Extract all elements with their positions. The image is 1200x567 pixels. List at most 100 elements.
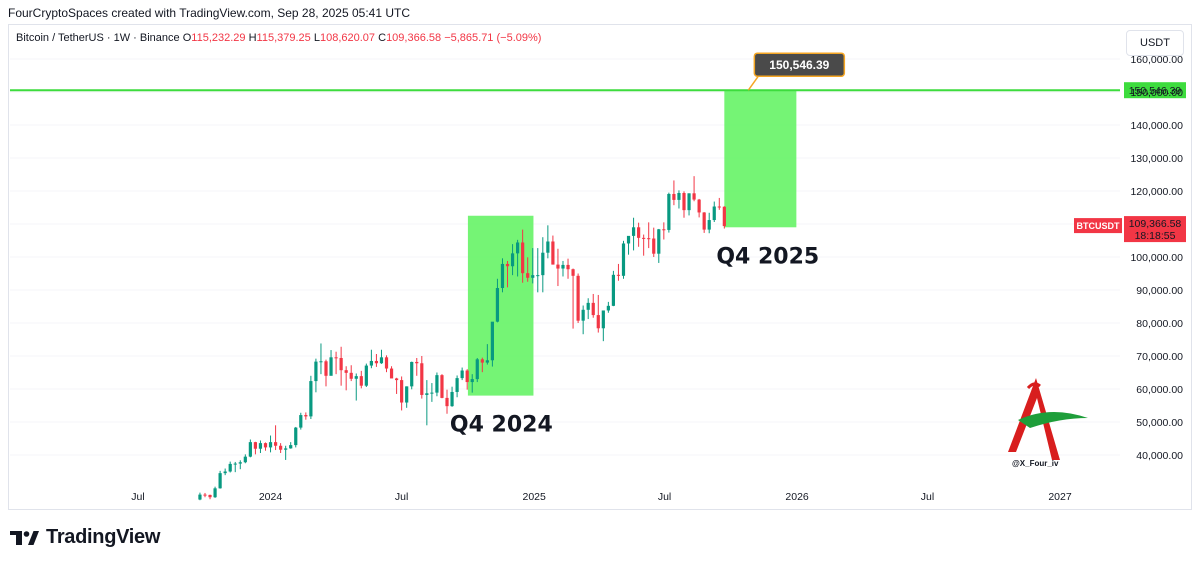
candle-body[interactable] [687, 193, 691, 211]
candle-body[interactable] [586, 302, 590, 310]
candle-body[interactable] [415, 361, 419, 364]
candle-body[interactable] [450, 391, 454, 407]
candle-body[interactable] [279, 445, 283, 450]
tradingview-footer[interactable]: TradingView [10, 526, 160, 549]
candle-body[interactable] [258, 443, 263, 449]
candle-body[interactable] [339, 357, 343, 371]
candle-body[interactable] [541, 252, 545, 276]
candle-body[interactable] [702, 212, 706, 230]
candle-body[interactable] [248, 442, 252, 457]
candle-body[interactable] [445, 397, 449, 407]
candle-body[interactable] [606, 305, 610, 311]
candle-body[interactable] [384, 357, 389, 369]
candle-body[interactable] [490, 321, 494, 361]
candle-body[interactable] [364, 365, 368, 386]
candle-body[interactable] [243, 456, 247, 463]
candle-body[interactable] [314, 361, 318, 382]
candle-body[interactable] [238, 462, 242, 464]
candle-body[interactable] [213, 488, 217, 498]
candle-body[interactable] [722, 206, 726, 227]
candle-body[interactable] [616, 274, 621, 276]
candle-body[interactable] [268, 442, 273, 448]
candle-body[interactable] [425, 393, 429, 395]
candle-body[interactable] [576, 275, 580, 321]
candle-body[interactable] [531, 275, 535, 278]
candle-body[interactable] [677, 192, 681, 200]
candle-body[interactable] [304, 415, 308, 417]
candle-body[interactable] [712, 206, 716, 221]
candle-body[interactable] [505, 263, 510, 267]
candle-body[interactable] [273, 442, 278, 446]
candle-body[interactable] [642, 237, 646, 239]
candle-body[interactable] [601, 310, 605, 329]
candle-body[interactable] [611, 274, 616, 306]
candle-body[interactable] [470, 379, 474, 383]
candle-body[interactable] [223, 471, 227, 474]
candle-body[interactable] [344, 370, 348, 373]
candle-body[interactable] [369, 360, 373, 366]
candle-body[interactable] [500, 263, 505, 289]
candle-body[interactable] [662, 229, 666, 231]
candle-body[interactable] [289, 445, 293, 449]
candle-body[interactable] [495, 288, 500, 322]
candle-body[interactable] [284, 448, 288, 450]
candle-body[interactable] [324, 361, 328, 376]
candle-body[interactable] [198, 494, 202, 500]
candle-body[interactable] [218, 473, 222, 489]
candle-body[interactable] [253, 442, 258, 449]
candle-body[interactable] [566, 264, 570, 270]
candle-body[interactable] [591, 302, 595, 316]
candle-body[interactable] [460, 370, 464, 379]
candle-body[interactable] [359, 376, 363, 386]
candle-body[interactable] [697, 199, 701, 213]
candle-body[interactable] [637, 227, 641, 238]
candle-body[interactable] [682, 192, 686, 211]
candle-body[interactable] [430, 392, 434, 394]
candle-body[interactable] [657, 229, 661, 254]
candle-body[interactable] [309, 381, 313, 417]
candle-body[interactable] [667, 193, 671, 230]
candle-body[interactable] [299, 415, 303, 428]
candle-body[interactable] [521, 242, 525, 274]
candle-body[interactable] [556, 264, 560, 269]
candle-body[interactable] [571, 269, 575, 276]
candle-body[interactable] [652, 238, 656, 254]
candle-body[interactable] [631, 227, 636, 236]
candle-body[interactable] [334, 357, 338, 359]
candle-body[interactable] [561, 264, 565, 269]
currency-button[interactable]: USDT [1126, 30, 1184, 56]
candle-body[interactable] [394, 378, 399, 381]
candle-body[interactable] [228, 463, 232, 472]
candle-body[interactable] [510, 253, 515, 267]
candle-body[interactable] [319, 361, 323, 363]
candle-body[interactable] [379, 357, 384, 364]
candle-body[interactable] [410, 361, 414, 387]
candle-body[interactable] [233, 463, 237, 465]
candle-body[interactable] [516, 242, 520, 254]
candle-body[interactable] [203, 494, 207, 496]
candle-body[interactable] [581, 309, 585, 321]
candle-body[interactable] [621, 243, 626, 276]
candle-body[interactable] [349, 372, 353, 379]
candle-body[interactable] [329, 357, 333, 376]
candle-body[interactable] [626, 235, 631, 244]
symbol-label[interactable]: Bitcoin / TetherUS · 1W · Binance [16, 32, 180, 44]
candle-body[interactable] [717, 206, 721, 208]
candle-body[interactable] [420, 363, 424, 395]
candle-body[interactable] [536, 275, 540, 277]
candle-body[interactable] [294, 427, 298, 446]
candle-body[interactable] [405, 386, 409, 403]
candle-body[interactable] [465, 370, 469, 383]
candle-body[interactable] [692, 193, 696, 200]
candle-body[interactable] [208, 494, 212, 498]
candle-body[interactable] [440, 375, 444, 398]
candle-body[interactable] [551, 241, 555, 265]
candle-body[interactable] [596, 315, 600, 329]
candle-body[interactable] [389, 368, 394, 379]
candle-body[interactable] [526, 273, 530, 278]
candle-body[interactable] [455, 378, 459, 392]
candle-body[interactable] [475, 359, 479, 380]
candle-body[interactable] [707, 220, 711, 230]
candle-body[interactable] [647, 238, 651, 240]
